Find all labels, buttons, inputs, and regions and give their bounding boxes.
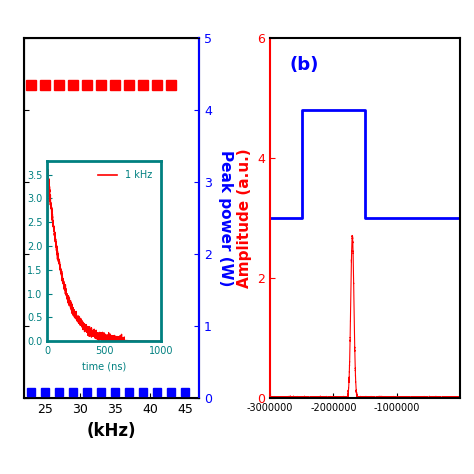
- X-axis label: time (ns): time (ns): [82, 362, 127, 372]
- Text: (b): (b): [289, 56, 319, 74]
- Legend: 1 kHz: 1 kHz: [94, 166, 156, 184]
- Y-axis label: Amplitude (a.u.): Amplitude (a.u.): [237, 148, 252, 288]
- X-axis label: (kHz): (kHz): [87, 421, 136, 439]
- Y-axis label: Peak power (W): Peak power (W): [218, 150, 233, 286]
